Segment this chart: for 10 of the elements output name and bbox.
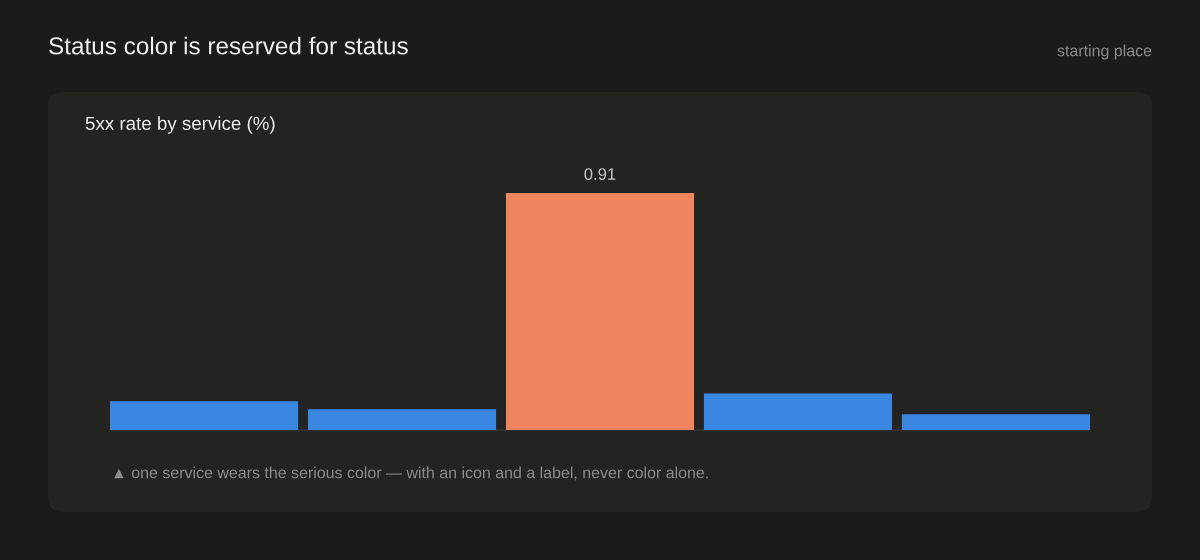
- bar: [307, 409, 497, 430]
- chart-title: Status color is reserved for status: [49, 36, 408, 55]
- data-label: 0.91: [584, 168, 616, 180]
- bar: [703, 393, 893, 430]
- text: starting place: [1057, 44, 1152, 60]
- text: ▲ one service wears the serious color — with an icon and a label, never color alone.: [114, 466, 708, 481]
- chart-subtitle: 5xx rate by service (%): [85, 116, 275, 134]
- bar: [110, 401, 299, 430]
- bar: [901, 414, 1090, 430]
- bar: [505, 193, 695, 430]
